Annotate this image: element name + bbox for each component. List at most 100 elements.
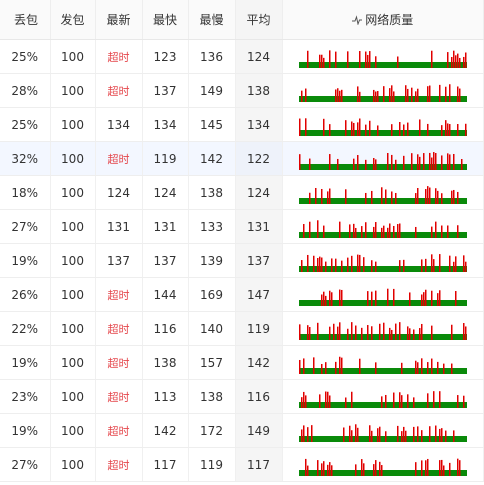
sparkline-spike — [374, 261, 377, 272]
sparkline-spike — [370, 259, 373, 272]
sparkline-spike — [444, 86, 447, 102]
sparkline-spike — [446, 122, 449, 136]
sparkline-base — [298, 129, 467, 136]
header-cell: 发包 — [50, 0, 96, 40]
table-cell: 超时 — [95, 73, 143, 108]
table-cell: 100 — [50, 413, 96, 448]
sparkline-spike — [448, 83, 451, 102]
sparkline-spike — [344, 397, 347, 408]
sparkline-spike — [398, 391, 401, 408]
sparkline-spike — [402, 426, 405, 442]
table-row: 18% 100 124 124 138 124 — [0, 175, 484, 210]
table-cell: 119 — [188, 447, 236, 482]
table-cell: 140 — [188, 311, 236, 346]
sparkline-spike — [314, 187, 317, 204]
table-cell: 19% — [0, 345, 51, 380]
quality-sparkline — [298, 253, 467, 272]
sparkline-spike — [376, 427, 379, 442]
sparkline-spike — [452, 153, 455, 170]
sparkline-spike — [388, 87, 391, 102]
table-cell: 124 — [235, 175, 283, 210]
sparkline-spike — [396, 223, 399, 238]
sparkline-spike — [430, 253, 433, 272]
table-cell: 25% — [0, 107, 51, 142]
sparkline-spike — [372, 89, 375, 102]
sparkline-spike — [302, 223, 305, 238]
sparkline-spike — [438, 390, 441, 408]
sparkline-spike — [382, 225, 385, 238]
quality-sparkline — [298, 423, 467, 442]
sparkline-spike — [448, 255, 451, 272]
sparkline-spike — [302, 357, 305, 374]
sparkline-spike — [390, 123, 393, 136]
sparkline-spike — [456, 191, 459, 204]
sparkline-spike — [378, 426, 381, 442]
sparkline-base — [298, 401, 467, 408]
sparkline-spike — [352, 223, 355, 238]
sparkline-spike — [374, 91, 377, 102]
quality-sparkline — [298, 356, 467, 374]
sparkline-spike — [430, 50, 433, 68]
sparkline-spike — [380, 227, 383, 238]
sparkline-spike — [364, 51, 367, 68]
sparkline-spike — [440, 459, 443, 476]
sparkline-spike — [440, 225, 443, 238]
sparkline-spike — [456, 394, 459, 408]
table-cell: 100 — [50, 39, 96, 74]
sparkline-spike — [306, 324, 309, 340]
sparkline-spike — [338, 221, 341, 238]
quality-cell — [282, 413, 484, 448]
quality-cell — [282, 141, 484, 176]
table-cell: 136 — [188, 39, 236, 74]
sparkline-spike — [454, 54, 457, 68]
sparkline-spike — [374, 290, 377, 306]
sparkline-spike — [330, 464, 333, 476]
sparkline-spike — [302, 391, 305, 408]
table-cell: 138 — [188, 175, 236, 210]
sparkline-spike — [394, 323, 397, 340]
sparkline-spike — [428, 187, 431, 204]
sparkline-spike — [298, 118, 301, 136]
sparkline-spike — [460, 158, 463, 170]
sparkline-spike — [434, 187, 437, 204]
sparkline-spike — [320, 257, 323, 272]
sparkline-spike — [348, 425, 351, 442]
sparkline-spike — [298, 153, 301, 170]
sparkline-spike — [402, 124, 405, 136]
sparkline-spike — [450, 190, 453, 204]
sparkline-spike — [394, 159, 397, 170]
sparkline-spike — [430, 358, 433, 374]
sparkline-spike — [382, 322, 385, 340]
sparkline-spike — [334, 88, 337, 102]
sparkline-spike — [406, 393, 409, 408]
quality-cell — [282, 39, 484, 74]
sparkline-base — [298, 197, 467, 204]
sparkline-spike — [428, 152, 431, 170]
table-cell: 119 — [142, 141, 189, 176]
sparkline-spike — [458, 57, 461, 68]
sparkline-spike — [308, 326, 311, 340]
sparkline-spike — [316, 219, 319, 238]
sparkline-spike — [310, 424, 313, 442]
table-cell: 124 — [95, 175, 143, 210]
sparkline-spike — [424, 188, 427, 204]
sparkline-spike — [334, 258, 337, 272]
table-cell: 100 — [50, 141, 96, 176]
table-cell: 超时 — [95, 379, 143, 414]
table-cell: 144 — [142, 277, 189, 312]
table-cell: 133 — [188, 209, 236, 244]
sparkline-spike — [418, 118, 421, 136]
table-cell: 149 — [188, 73, 236, 108]
table-cell: 124 — [235, 39, 283, 74]
table-cell: 157 — [188, 345, 236, 380]
sparkline-spike — [366, 290, 369, 306]
table-cell: 137 — [142, 243, 189, 278]
sparkline-spike — [450, 56, 453, 68]
sparkline-spike — [358, 91, 361, 102]
table-cell: 117 — [142, 447, 189, 482]
sparkline-spike — [364, 192, 367, 204]
sparkline-spike — [324, 391, 327, 408]
sparkline-spike — [386, 227, 389, 238]
table-cell: 119 — [235, 311, 283, 346]
